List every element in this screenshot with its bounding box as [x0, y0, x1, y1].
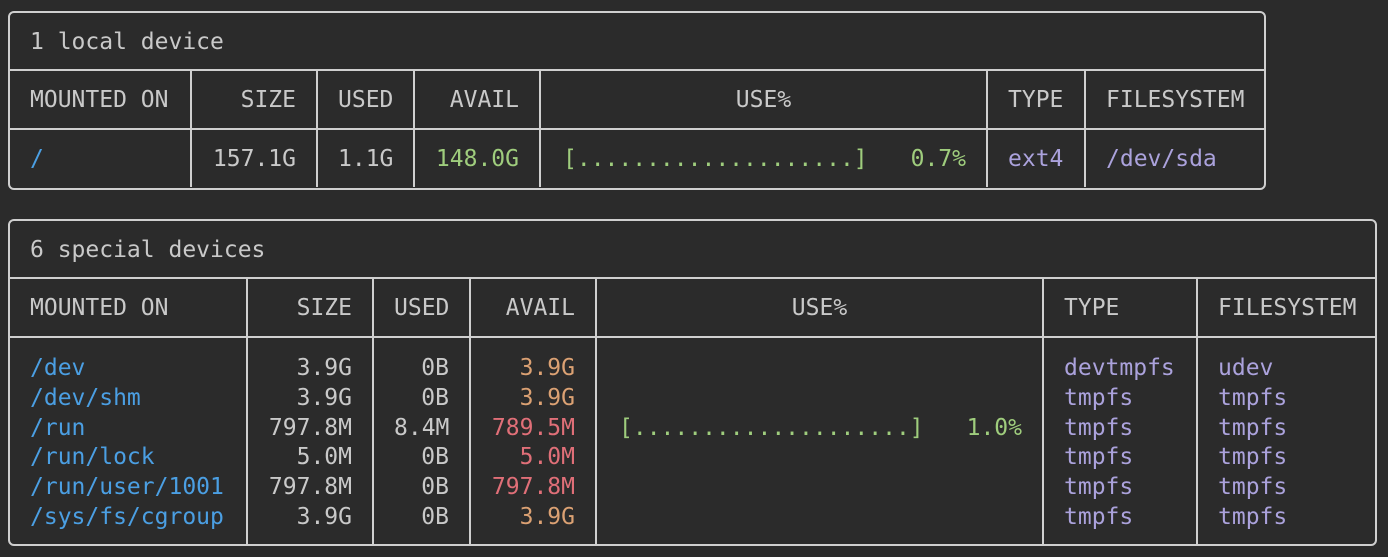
size: 157.1G — [190, 128, 318, 187]
header-row: MOUNTED ON SIZE USED AVAIL USE% TYPE FIL… — [10, 279, 1375, 338]
table-title: 6 special devices — [10, 221, 1375, 279]
size: 5.0M — [296, 444, 352, 471]
used: 0B — [421, 474, 449, 501]
usage-cell: [....................] 0.7% — [539, 128, 988, 187]
used: 0B — [421, 503, 449, 530]
used: 8.4M — [394, 414, 450, 441]
mounted-on: /run/user/1001 — [30, 474, 224, 501]
avail: 148.0G — [413, 128, 541, 187]
usage-column: [....................] 1.0% — [595, 336, 1044, 544]
special-devices-table: 6 special devices MOUNTED ON SIZE USED A… — [8, 219, 1377, 546]
usage-line — [617, 473, 1022, 503]
avail: 3.9G — [519, 355, 575, 381]
mounted-on: /sys/fs/cgroup — [30, 503, 224, 530]
table-body: /dev/dev/shm/run/run/lock/run/user/1001/… — [10, 336, 1375, 544]
header-used: USED — [372, 279, 471, 338]
header-row: MOUNTED ON SIZE USED AVAIL USE% TYPE FIL… — [10, 71, 1264, 130]
type: ext4 — [986, 128, 1086, 187]
used: 0B — [421, 384, 449, 411]
size: 3.9G — [296, 355, 352, 381]
usage-bar: [....................] — [563, 145, 868, 172]
avail: 5.0M — [519, 444, 575, 471]
avail-column: 3.9G 3.9G 789.5M 5.0M 797.8M 3.9G — [469, 336, 597, 544]
filesystem: tmpfs — [1218, 384, 1288, 411]
size: 797.8M — [268, 414, 352, 441]
type: tmpfs — [1064, 503, 1134, 530]
mounted-on-column: /dev/dev/shm/run/run/lock/run/user/1001/… — [10, 336, 248, 544]
type: devtmpfs — [1064, 355, 1175, 381]
mounted-on: /dev — [30, 355, 86, 381]
mounted-on: /run/lock — [30, 444, 155, 471]
mounted-on: / — [10, 128, 192, 187]
header-use-pct: USE% — [595, 279, 1044, 338]
usage-percent: 0.7% — [910, 145, 966, 172]
usage-line — [617, 354, 1022, 384]
filesystem: tmpfs — [1218, 414, 1288, 441]
type: tmpfs — [1064, 474, 1134, 501]
table-row: / 157.1G 1.1G 148.0G [..................… — [10, 128, 1264, 187]
header-use-pct: USE% — [539, 71, 988, 130]
used-column: 0B 0B 8.4M 0B 0B 0B — [372, 336, 471, 544]
used: 0B — [421, 355, 449, 381]
used: 0B — [421, 444, 449, 471]
avail: 3.9G — [519, 384, 575, 411]
filesystem-column: udev tmpfs tmpfs tmpfs tmpfs tmpfs — [1196, 336, 1375, 544]
filesystem: tmpfs — [1218, 503, 1288, 530]
header-mounted-on: MOUNTED ON — [10, 71, 192, 130]
filesystem: tmpfs — [1218, 444, 1288, 471]
mounted-on: /run — [30, 414, 86, 441]
type: tmpfs — [1064, 384, 1134, 411]
type: tmpfs — [1064, 444, 1134, 471]
header-avail: AVAIL — [469, 279, 597, 338]
avail: 789.5M — [491, 414, 575, 441]
avail: 3.9G — [519, 503, 575, 530]
usage-line: [....................] 1.0% — [617, 414, 1022, 444]
header-filesystem: FILESYSTEM — [1084, 71, 1264, 130]
usage-bar: [....................] — [619, 414, 924, 441]
type-column: devtmpfs tmpfs tmpfs tmpfs tmpfs tmpfs — [1042, 336, 1198, 544]
filesystem: tmpfs — [1218, 474, 1288, 501]
header-size: SIZE — [190, 71, 318, 130]
header-filesystem: FILESYSTEM — [1196, 279, 1375, 338]
usage-percent: 1.0% — [966, 414, 1022, 441]
size: 3.9G — [296, 503, 352, 530]
usage-line — [617, 503, 1022, 533]
table-title: 1 local device — [10, 13, 1264, 71]
filesystem: udev — [1218, 355, 1274, 381]
used: 1.1G — [316, 128, 415, 187]
local-devices-table: 1 local device MOUNTED ON SIZE USED AVAI… — [8, 11, 1266, 190]
avail: 797.8M — [491, 474, 575, 501]
usage-line — [617, 384, 1022, 414]
size-column: 3.9G 3.9G 797.8M 5.0M 797.8M 3.9G — [246, 336, 374, 544]
size: 3.9G — [296, 384, 352, 411]
mounted-on: /dev/shm — [30, 384, 141, 411]
usage-line — [617, 443, 1022, 473]
type: tmpfs — [1064, 414, 1134, 441]
filesystem: /dev/sda — [1084, 128, 1264, 187]
header-used: USED — [316, 71, 415, 130]
header-avail: AVAIL — [413, 71, 541, 130]
header-type: TYPE — [1042, 279, 1198, 338]
header-size: SIZE — [246, 279, 374, 338]
header-mounted-on: MOUNTED ON — [10, 279, 248, 338]
size: 797.8M — [268, 474, 352, 501]
header-type: TYPE — [986, 71, 1086, 130]
